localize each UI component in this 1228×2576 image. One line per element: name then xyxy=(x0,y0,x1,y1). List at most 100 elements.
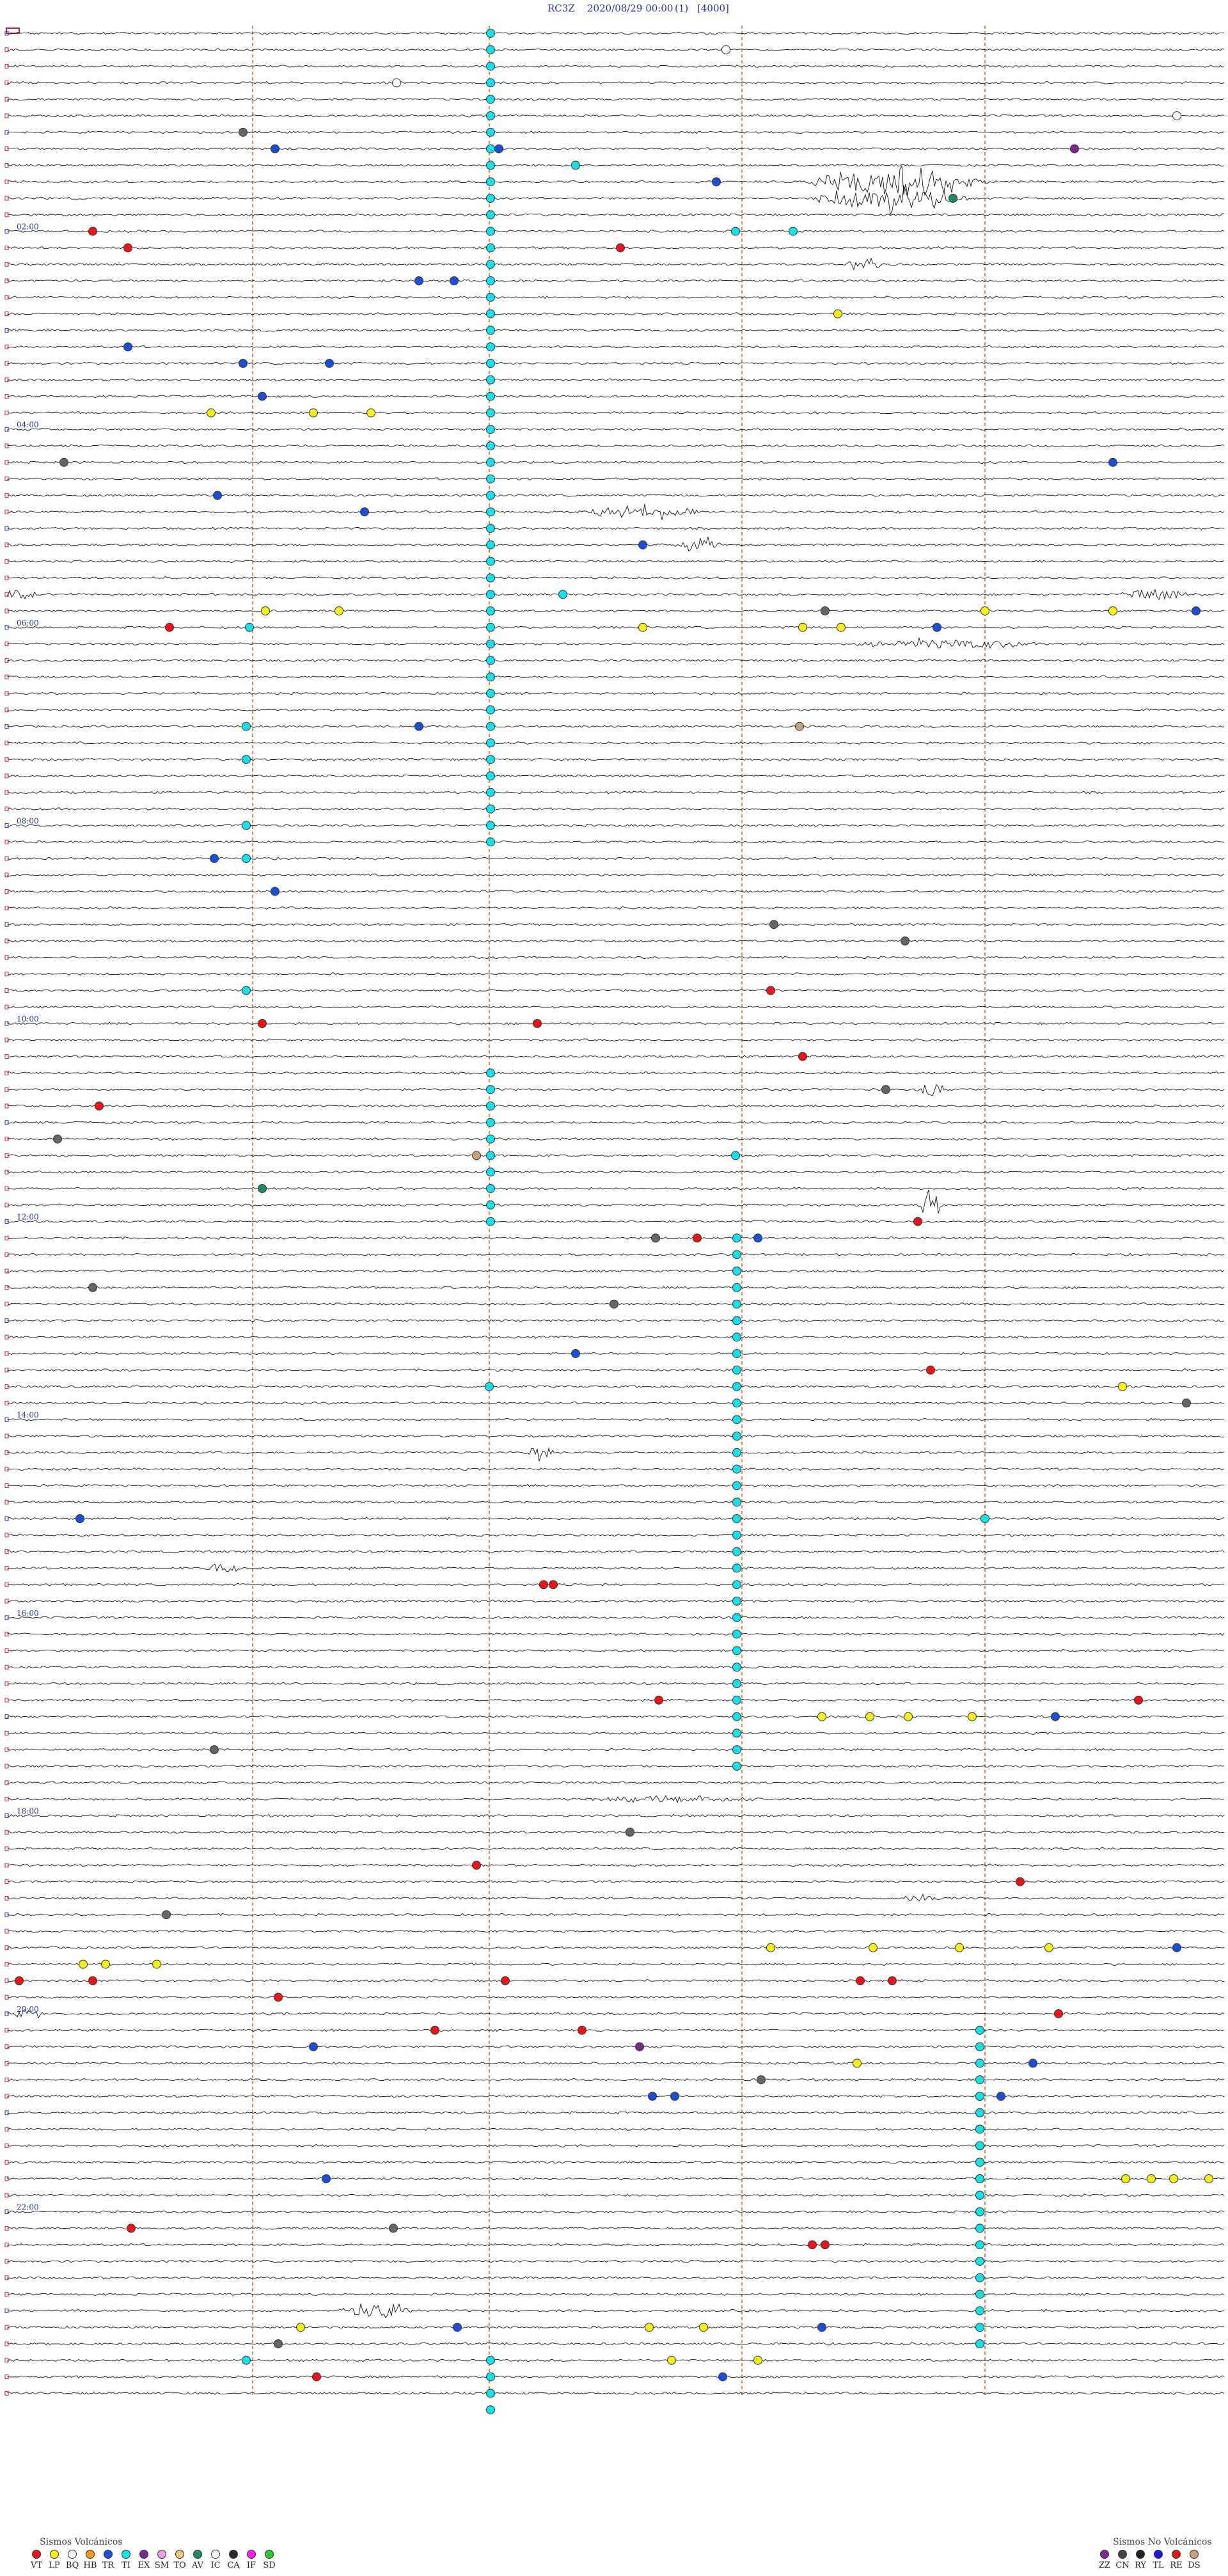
seismic-trace xyxy=(7,1071,1225,1075)
ti-event-marker xyxy=(485,1382,494,1391)
seismic-trace xyxy=(7,444,1225,448)
ti-event-marker xyxy=(732,1283,741,1292)
tr-event-marker xyxy=(414,722,423,731)
tr-event-marker xyxy=(996,2092,1005,2101)
trace-tick xyxy=(4,1351,9,1356)
lp-event-marker xyxy=(152,1959,161,1969)
trace-tick xyxy=(4,1599,9,1604)
trace-tick xyxy=(4,2225,9,2231)
seismic-trace xyxy=(7,708,1225,712)
vt-event-marker xyxy=(654,1695,663,1705)
seismic-trace xyxy=(7,636,1225,649)
trace-tick xyxy=(4,691,9,696)
legend-volcanic-ti: TI xyxy=(115,2550,137,2570)
trace-tick xyxy=(4,1038,9,1043)
legend-volcanic-hb-label: HB xyxy=(83,2561,97,2570)
trace-tick xyxy=(4,2325,9,2330)
seismic-trace xyxy=(7,494,1225,497)
lp-event-marker xyxy=(1108,606,1117,615)
trace-tick xyxy=(4,130,9,135)
vt-event-marker xyxy=(549,1580,558,1590)
ca-event-marker xyxy=(274,2339,283,2348)
trace-tick xyxy=(4,262,9,267)
trace-tick xyxy=(4,2259,9,2264)
ti-event-marker xyxy=(486,177,495,187)
trace-tick xyxy=(4,1153,9,1158)
trace-tick xyxy=(4,1219,9,1224)
seismic-trace xyxy=(7,2303,1225,2319)
vt-event-marker xyxy=(798,1052,807,1061)
trace-tick xyxy=(4,1186,9,1191)
trace-tick xyxy=(4,1450,9,1455)
seismic-trace xyxy=(7,589,1225,601)
lp-event-marker xyxy=(638,622,647,632)
trace-tick xyxy=(4,162,9,168)
seismic-trace xyxy=(7,345,1225,349)
trace-tick xyxy=(4,608,9,613)
seismic-trace xyxy=(7,31,1225,35)
legend-volcanic-av-label: AV xyxy=(191,2561,204,2570)
trace-tick xyxy=(4,2127,9,2132)
seismic-trace xyxy=(7,906,1225,910)
seismic-trace xyxy=(7,972,1225,976)
trace-tick xyxy=(4,1549,9,1554)
ca-event-marker xyxy=(821,606,830,615)
seismic-trace xyxy=(7,774,1225,778)
hour-label: 10:00 xyxy=(17,1015,39,1023)
ti-event-marker xyxy=(975,2124,984,2134)
trace-tick xyxy=(4,707,9,713)
vt-event-marker xyxy=(766,986,775,995)
tr-event-marker xyxy=(450,276,459,285)
ti-event-marker xyxy=(486,292,495,302)
seismic-trace xyxy=(7,2226,1225,2230)
trace-tick xyxy=(4,1648,9,1653)
lp-event-marker xyxy=(955,1943,964,1952)
ti-event-marker xyxy=(732,1679,741,1688)
ca-event-marker xyxy=(610,1299,618,1309)
legend-volcanic-bq: BQ xyxy=(61,2550,83,2570)
ti-event-marker xyxy=(732,1233,741,1243)
hour-label: 08:00 xyxy=(17,816,39,825)
ti-event-marker xyxy=(486,243,495,253)
seismic-trace xyxy=(7,1005,1225,1009)
ca-event-marker xyxy=(210,1745,219,1755)
ti-event-marker xyxy=(242,854,251,863)
seismic-trace xyxy=(7,1715,1225,1719)
seismic-trace xyxy=(7,1170,1225,1174)
ti-event-marker xyxy=(789,226,798,236)
trace-tick xyxy=(4,278,9,283)
trace-tick xyxy=(4,1285,9,1290)
vt-event-marker xyxy=(127,2224,136,2233)
legend-volcanic-sd: SD xyxy=(258,2550,280,2570)
ti-event-marker xyxy=(975,2240,984,2250)
legend-volcanic-tr: TR xyxy=(97,2550,119,2570)
seismic-trace xyxy=(7,1236,1225,1240)
tr-event-marker xyxy=(309,2042,318,2051)
ti-event-marker xyxy=(486,375,495,384)
legend-nonvolcanic-tl: TL xyxy=(1147,2550,1169,2570)
trace-tick xyxy=(4,113,9,118)
legend-nonvolcanic-zz-label: ZZ xyxy=(1098,2561,1111,2570)
seismic-trace xyxy=(7,395,1225,399)
trace-tick xyxy=(4,2110,9,2115)
ti-event-marker xyxy=(486,226,495,236)
trace-tick xyxy=(4,1483,9,1488)
trace-tick xyxy=(4,873,9,878)
trace-tick xyxy=(4,889,9,894)
ti-event-marker xyxy=(486,260,495,269)
ti-event-marker xyxy=(732,1316,741,1325)
trace-tick xyxy=(4,64,9,69)
seismic-trace xyxy=(7,1979,1225,1982)
tr-event-marker xyxy=(1108,457,1117,467)
tr-event-marker xyxy=(670,2092,679,2101)
seismic-trace xyxy=(7,1189,1225,1214)
ti-event-marker xyxy=(486,606,495,615)
trace-tick xyxy=(4,807,9,812)
ti-event-marker xyxy=(732,1530,741,1540)
ca-event-marker xyxy=(757,2075,766,2085)
trace-tick xyxy=(4,724,9,729)
seismic-trace xyxy=(7,1946,1225,1950)
seismic-trace xyxy=(7,823,1225,827)
ti-event-marker xyxy=(486,457,495,467)
trace-tick xyxy=(4,1384,9,1389)
